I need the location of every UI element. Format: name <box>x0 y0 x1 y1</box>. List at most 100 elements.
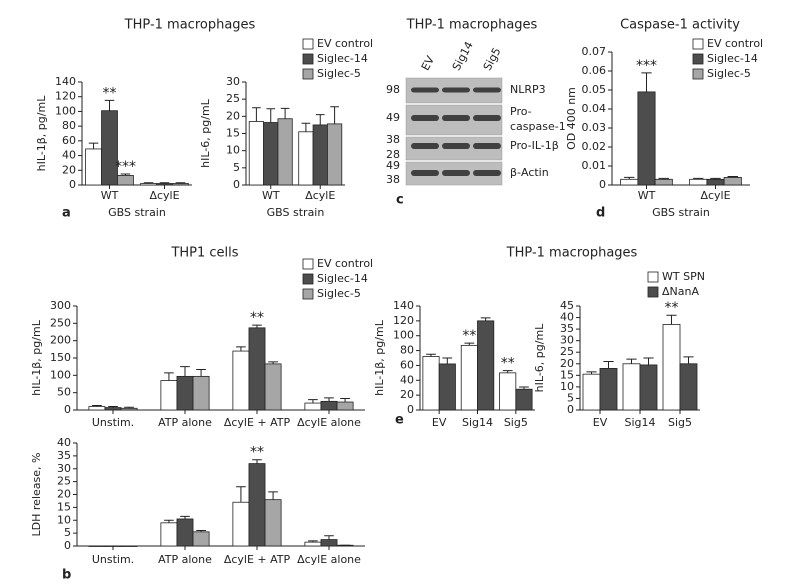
x-tick-label: Unstim. <box>92 416 134 429</box>
panel-letter: d <box>596 206 605 221</box>
error-bar <box>710 177 721 180</box>
significance-mark: ** <box>103 85 117 101</box>
y-tick-label: 20 <box>560 357 574 370</box>
bar <box>263 122 279 186</box>
legend-label: Siglec-5 <box>317 67 361 80</box>
bar <box>679 363 698 411</box>
error-bar <box>252 459 262 464</box>
y-tick-label: 0 <box>407 403 414 416</box>
panel-letter: e <box>395 413 404 428</box>
y-tick-label: 25 <box>560 345 574 358</box>
x-tick-label: ΔcylE alone <box>297 416 361 429</box>
x-axis-label: GBS strain <box>108 206 166 219</box>
y-tick-label: 40 <box>57 436 71 449</box>
x-tick-label: ATP alone <box>158 553 212 566</box>
error-bar <box>666 314 677 325</box>
mw-marker: 49 <box>386 111 400 124</box>
x-axis-label: GBS strain <box>652 206 710 219</box>
significance-mark: ** <box>250 445 264 461</box>
y-tick-label: 0 <box>64 539 71 552</box>
error-bar <box>236 346 246 352</box>
lane-label: Sig14 <box>450 39 476 73</box>
bar <box>654 178 673 186</box>
y-axis-label: hIL-1β, pg/mL <box>35 95 48 172</box>
legend-label: Siglec-5 <box>317 287 361 300</box>
lane-label: EV <box>419 54 437 73</box>
error-bar <box>108 406 118 408</box>
bar <box>248 121 264 186</box>
chart-title: Caspase-1 activity <box>620 18 740 33</box>
x-tick-label: Sig14 <box>624 416 655 429</box>
legend-label: Siglec-5 <box>707 67 751 80</box>
error-bar <box>104 99 115 111</box>
legend-label: Siglec-14 <box>707 52 758 65</box>
legend-swatch <box>302 38 314 50</box>
error-bar <box>266 108 276 123</box>
bar <box>85 148 102 186</box>
y-tick-label: 0 <box>233 178 240 191</box>
blot-band <box>473 143 501 149</box>
error-bar <box>268 361 278 364</box>
error-bar <box>196 368 206 377</box>
error-bar <box>124 406 134 409</box>
x-tick-label: EV <box>593 416 608 429</box>
panel-letter: b <box>62 568 71 583</box>
y-tick-label: 0 <box>69 178 76 191</box>
y-tick-label: 60 <box>62 134 76 147</box>
y-tick-label: 25 <box>226 92 240 105</box>
bar <box>499 372 517 411</box>
x-axis-label: GBS strain <box>267 206 325 219</box>
y-tick-label: 20 <box>226 109 240 122</box>
y-tick-label: 0 <box>64 403 71 416</box>
bar <box>104 407 122 411</box>
significance-mark: *** <box>636 58 657 74</box>
panel-letter: a <box>62 206 71 221</box>
y-tick-label: 50 <box>57 386 71 399</box>
legend-label: EV control <box>317 257 373 270</box>
y-tick-label: 300 <box>50 299 71 312</box>
y-tick-label: 40 <box>62 149 76 162</box>
blot-band <box>473 87 501 93</box>
legend-label: Siglec-14 <box>317 52 368 65</box>
y-tick-label: 20 <box>400 388 414 401</box>
legend-label: WT SPN <box>662 270 705 283</box>
error-bar <box>641 72 652 92</box>
y-tick-label: 0.07 <box>582 45 607 58</box>
chart-title: THP-1 macrophages <box>124 18 256 33</box>
blot-label: caspase-1 <box>510 120 566 133</box>
error-bar <box>315 114 325 125</box>
mw-marker: 49 <box>386 159 400 172</box>
blot-band <box>473 170 501 176</box>
y-tick-label: 15 <box>560 368 574 381</box>
error-bar <box>164 519 174 523</box>
legend-label: EV control <box>317 37 373 50</box>
x-tick-label: WT <box>638 189 656 202</box>
mw-marker: 98 <box>386 83 400 96</box>
bar <box>515 388 533 411</box>
significance-mark: ** <box>501 356 515 372</box>
bar <box>599 367 618 411</box>
bar <box>639 364 658 411</box>
bar <box>438 363 456 411</box>
y-tick-label: 0.04 <box>582 102 607 115</box>
legend-label: Siglec-14 <box>317 272 368 285</box>
bar <box>156 183 173 186</box>
bar <box>327 123 343 186</box>
error-bar <box>626 358 637 364</box>
bar <box>320 400 338 411</box>
blot-band <box>411 115 439 121</box>
error-bar <box>308 540 318 543</box>
lane-label: Sig5 <box>481 45 504 72</box>
x-tick-label: Sig5 <box>504 416 528 429</box>
mw-marker: 38 <box>386 133 400 146</box>
significance-mark: ** <box>250 310 264 326</box>
bar <box>264 499 282 547</box>
bar <box>248 463 266 547</box>
bar <box>706 178 725 186</box>
error-bar <box>480 317 491 321</box>
y-tick-label: 0.05 <box>582 83 607 96</box>
bar <box>277 118 293 186</box>
y-tick-label: 10 <box>57 513 71 526</box>
y-tick-label: 40 <box>400 373 414 386</box>
error-bar <box>268 491 278 500</box>
